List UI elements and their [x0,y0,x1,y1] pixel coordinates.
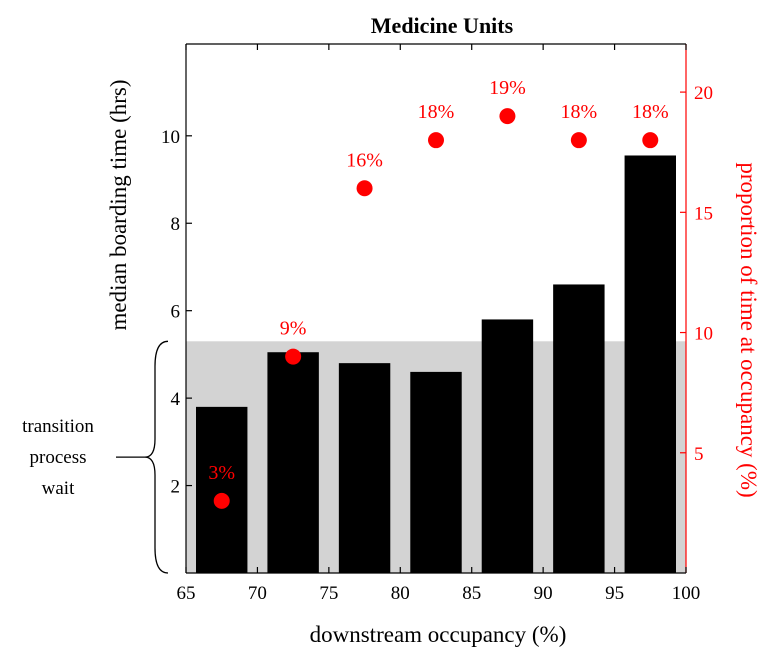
bar-0 [196,406,248,573]
x-axis-label: downstream occupancy (%) [310,622,567,647]
x-ticks-group: 65 70 75 80 85 90 95 100 [177,44,701,604]
x-tick-label-0: 65 [177,583,196,604]
y-axis-label: median boarding time (hrs) [106,79,131,330]
x-tick-label-2: 75 [319,583,338,604]
annotation-line-1: transition [22,416,94,437]
y-ticks-group: 2 4 6 8 10 [161,127,192,498]
bar-3 [410,371,462,573]
annotation-line-3: wait [42,478,75,499]
y2-ticks-group: 5 10 15 20 [680,83,713,465]
point-label-4: 19% [489,77,526,99]
chart-title: Medicine Units [371,13,514,38]
y-tick-label-0: 2 [171,477,181,498]
points-group [213,108,659,509]
annotation-line-2: process [30,447,87,468]
x-tick-label-1: 70 [248,583,267,604]
bars-group [196,155,676,574]
point-3 [428,132,444,149]
point-label-2: 16% [346,149,383,171]
point-label-1: 9% [280,318,307,340]
x-tick-label-7: 100 [672,583,701,604]
y-tick-label-4: 10 [161,127,180,148]
bar-1 [267,352,319,573]
transition-wait-annotation: transition process wait [22,340,169,574]
point-labels-group: 3% 9% 16% 18% 19% 18% 18% [208,77,668,484]
bar-6 [624,155,676,574]
point-6 [642,132,659,149]
point-5 [570,132,587,149]
y-tick-label-2: 6 [171,302,181,323]
x-tick-label-6: 95 [605,583,624,604]
brace [144,340,169,574]
point-label-0: 3% [208,462,235,484]
point-label-6: 18% [632,101,669,123]
y2-tick-label-2: 15 [694,203,713,224]
y2-axis-label: proportion of time at occupancy (%) [736,162,760,497]
bar-5 [553,284,605,573]
bar-2 [338,363,391,573]
point-2 [356,180,373,197]
y2-tick-label-1: 10 [694,324,713,345]
point-0 [213,492,230,509]
x-tick-label-5: 90 [534,583,553,604]
point-4 [499,108,516,125]
point-label-3: 18% [418,101,455,123]
bar-4 [481,319,534,573]
y2-tick-label-0: 5 [694,444,704,465]
x-tick-label-4: 85 [462,583,481,604]
y-tick-label-1: 4 [171,389,181,410]
y2-tick-label-3: 20 [694,83,713,104]
point-label-5: 18% [561,101,598,123]
y-tick-label-3: 8 [171,214,181,235]
point-1 [285,348,302,365]
x-tick-label-3: 80 [391,583,410,604]
